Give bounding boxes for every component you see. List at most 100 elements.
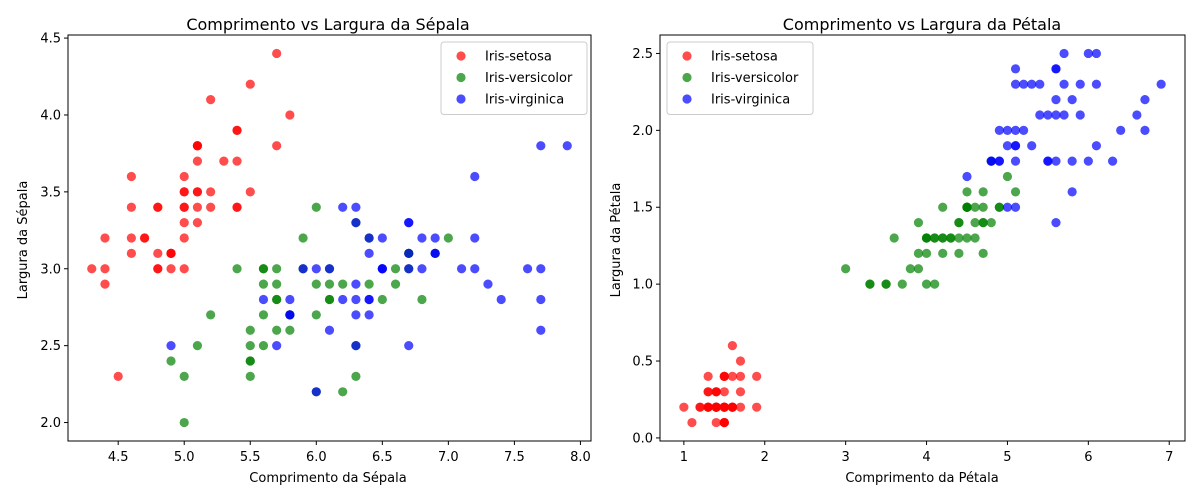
data-point [1002,171,1013,182]
data-point [272,141,282,151]
data-point [470,233,480,243]
data-point [483,279,493,289]
data-point [153,248,163,258]
data-point [719,402,729,412]
data-point [364,233,374,243]
data-point [735,387,746,397]
data-point [245,325,255,335]
x-axis-label: Comprimento da Pétala [845,471,998,486]
data-point [1002,141,1013,151]
data-point [970,218,980,228]
data-point [258,341,269,351]
data-point [679,402,689,412]
data-point [456,264,467,274]
data-point [921,279,932,289]
data-point [946,233,956,243]
y-tick-label: 0.0 [632,431,653,446]
data-point [404,248,414,258]
data-point [100,264,110,274]
data-point [905,264,915,274]
data-point [192,218,203,228]
data-point [364,248,374,258]
data-point [1035,110,1045,120]
data-point [1116,125,1126,135]
data-point [179,264,189,274]
data-point [87,264,97,274]
data-point [126,248,136,258]
data-point [986,218,996,228]
data-point [364,310,374,320]
data-point [978,218,988,228]
data-point [285,110,295,120]
data-point [711,417,721,428]
data-point [179,218,189,228]
legend: Iris-setosa Iris-versicolor Iris-virginica [440,41,588,115]
data-point [377,233,387,243]
data-point [351,218,361,228]
data-point [1067,94,1077,105]
data-point [865,279,875,289]
x-tick-label: 3 [842,450,850,465]
data-point [443,233,453,243]
data-point [930,279,940,289]
data-point [272,48,282,59]
legend-label: Iris-virginica [485,93,564,108]
data-point [719,417,729,428]
data-point [1010,64,1021,74]
legend-marker [682,72,692,83]
data-point [711,402,721,412]
data-point [1027,141,1037,151]
data-point [496,294,506,305]
x-tick-label: 5.0 [174,450,195,465]
x-tick-label: 4.5 [108,450,129,465]
data-point [377,294,387,305]
data-point [285,325,295,335]
data-point [324,325,335,335]
data-point [245,356,255,366]
data-point [338,279,348,289]
data-point [417,233,427,243]
data-point [1156,79,1166,89]
axes-frame [659,34,1186,442]
data-point [258,294,269,305]
x-tick-label: 8.0 [570,450,591,465]
x-tick-label: 6 [1084,450,1092,465]
data-point [166,356,176,366]
data-point [719,387,729,397]
data-point [727,341,738,351]
data-point [1010,79,1021,89]
data-point [179,417,189,428]
data-point [126,171,136,182]
data-point [719,371,729,382]
x-tick-label: 5.5 [240,450,261,465]
data-point [962,202,972,212]
legend-label: Iris-versicolor [485,71,573,86]
data-point [1140,125,1150,135]
data-point [192,341,203,351]
data-point [179,171,189,182]
data-point [258,279,269,289]
data-point [978,248,988,258]
data-point [338,294,348,305]
data-point [687,417,697,428]
legend-marker [456,51,466,61]
data-point [695,402,705,412]
data-point [711,387,721,397]
data-point [272,264,282,274]
data-point [727,371,738,382]
y-tick-label: 1.5 [632,201,653,216]
data-point [470,264,480,274]
y-tick-label: 0.5 [632,355,653,370]
legend-marker [682,51,692,61]
data-point [430,233,440,243]
y-tick-label: 4.5 [40,32,61,47]
data-point [938,248,948,258]
y-tick-label: 1.0 [632,278,653,293]
data-point [258,310,269,320]
data-point [841,264,851,274]
y-axis-label: Largura da Pétala [609,183,624,298]
data-point [470,171,480,182]
y-axis-label: Largura da Sépala [16,181,31,300]
data-point [232,125,242,135]
data-point [1010,125,1021,135]
